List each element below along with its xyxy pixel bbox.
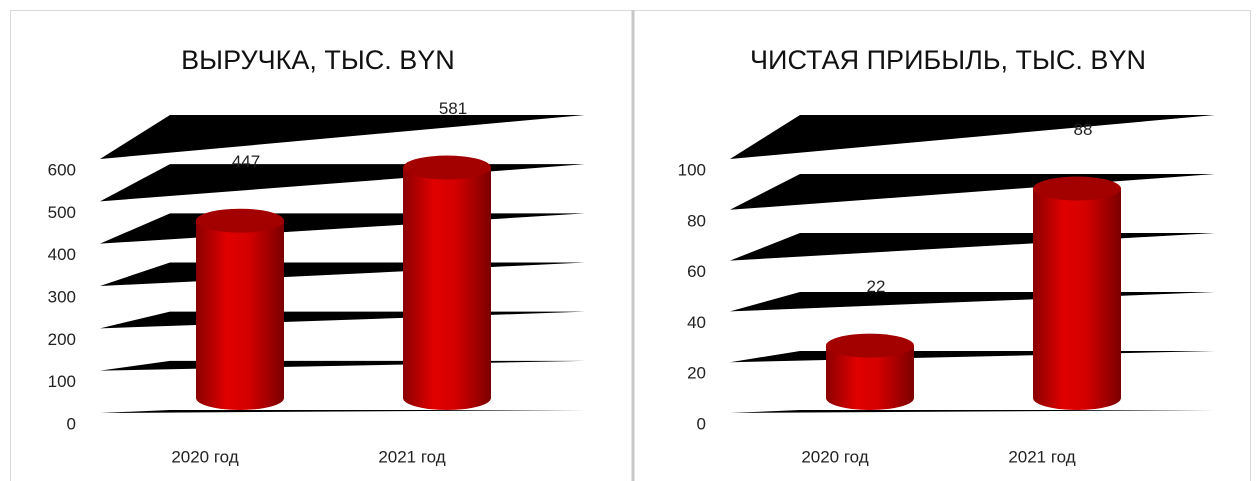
- data-label: 22: [867, 277, 886, 296]
- y-tick-label: 0: [697, 414, 706, 433]
- x-tick-label: 2021 год: [1008, 447, 1075, 466]
- x-tick-label: 2021 год: [378, 447, 445, 466]
- y-tick-label: 20: [687, 364, 706, 383]
- grid-line: [100, 115, 585, 159]
- data-label: 447: [232, 152, 260, 171]
- y-tick-label: 500: [48, 203, 76, 222]
- bar-top: [403, 155, 491, 180]
- grid-line: [730, 292, 1215, 312]
- chart-title: ВЫРУЧКА, ТЫС. BYN: [181, 45, 455, 75]
- bar: [1033, 188, 1121, 410]
- bar-top: [1033, 176, 1121, 201]
- panel-border: [10, 10, 1251, 481]
- bar: [196, 220, 284, 410]
- chart-title: ЧИСТАЯ ПРИБЫЛЬ, ТЫС. BYN: [750, 45, 1146, 75]
- grid-line: [100, 311, 585, 329]
- y-tick-label: 400: [48, 245, 76, 264]
- bar-top: [826, 333, 914, 358]
- data-label: 88: [1074, 120, 1093, 139]
- bar: [403, 167, 491, 410]
- x-tick-label: 2020 год: [171, 447, 238, 466]
- grid-line: [100, 262, 585, 286]
- y-tick-label: 40: [687, 313, 706, 332]
- grid-line: [730, 410, 1215, 413]
- y-tick-label: 100: [678, 160, 706, 179]
- y-tick-label: 80: [687, 211, 706, 230]
- grid-line: [100, 213, 585, 244]
- y-tick-label: 200: [48, 330, 76, 349]
- grid-line: [100, 360, 585, 371]
- y-tick-label: 0: [67, 414, 76, 433]
- y-tick-label: 60: [687, 262, 706, 281]
- grid-line: [730, 115, 1215, 159]
- y-tick-label: 300: [48, 287, 76, 306]
- bar-top: [196, 208, 284, 233]
- grid-line: [100, 164, 585, 202]
- y-tick-label: 100: [48, 372, 76, 391]
- y-tick-label: 600: [48, 160, 76, 179]
- grid-line: [100, 410, 585, 413]
- x-tick-label: 2020 год: [801, 447, 868, 466]
- bar: [826, 345, 914, 410]
- data-label: 581: [439, 99, 467, 118]
- grid-line: [730, 174, 1215, 210]
- grid-line: [730, 351, 1215, 363]
- grid-line: [730, 233, 1215, 261]
